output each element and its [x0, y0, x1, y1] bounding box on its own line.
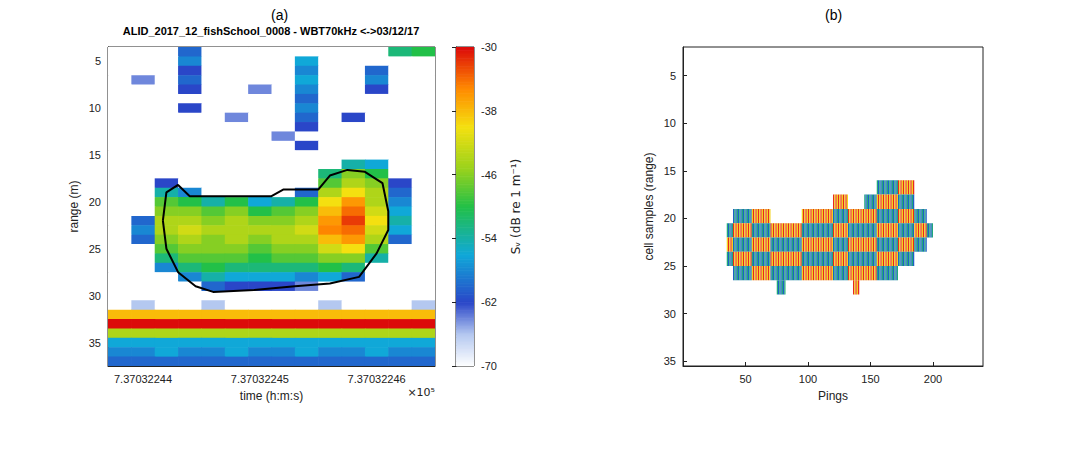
svg-text:7.37032246: 7.37032246	[348, 373, 406, 385]
svg-text:7.37032244: 7.37032244	[114, 373, 172, 385]
svg-text:×10⁵: ×10⁵	[407, 386, 435, 399]
svg-text:ALID_2017_12_fishSchool_0008 -: ALID_2017_12_fishSchool_0008 - WBT70kHz …	[123, 25, 420, 37]
svg-text:(b): (b)	[825, 7, 842, 23]
svg-text:(a): (a)	[271, 7, 288, 23]
svg-text:range (m): range (m)	[67, 180, 81, 232]
svg-text:25: 25	[89, 243, 101, 255]
svg-text:-70: -70	[481, 360, 497, 372]
svg-text:15: 15	[664, 165, 676, 177]
svg-text:-62: -62	[481, 296, 497, 308]
svg-text:5: 5	[670, 70, 676, 82]
svg-text:-30: -30	[481, 41, 497, 53]
svg-text:150: 150	[861, 373, 879, 385]
svg-text:35: 35	[664, 355, 676, 367]
svg-text:30: 30	[664, 308, 676, 320]
svg-text:35: 35	[89, 337, 101, 349]
svg-text:-46: -46	[481, 169, 497, 181]
svg-text:7.37032245: 7.37032245	[231, 373, 289, 385]
svg-text:10: 10	[89, 102, 101, 114]
svg-text:25: 25	[664, 260, 676, 272]
svg-text:time (h:m:s): time (h:m:s)	[240, 389, 303, 403]
svg-text:100: 100	[799, 373, 817, 385]
svg-text:-38: -38	[481, 105, 497, 117]
svg-text:200: 200	[924, 373, 942, 385]
svg-text:15: 15	[89, 149, 101, 161]
svg-text:10: 10	[664, 117, 676, 129]
svg-text:50: 50	[739, 373, 751, 385]
svg-text:20: 20	[89, 196, 101, 208]
svg-text:-54: -54	[481, 232, 497, 244]
svg-text:Pings: Pings	[818, 389, 848, 403]
svg-text:cell samples (range): cell samples (range)	[642, 152, 656, 260]
svg-text:Sᵥ (dB re 1 m⁻¹): Sᵥ (dB re 1 m⁻¹)	[509, 159, 523, 255]
svg-text:5: 5	[95, 55, 101, 67]
svg-text:20: 20	[664, 212, 676, 224]
svg-text:30: 30	[89, 290, 101, 302]
